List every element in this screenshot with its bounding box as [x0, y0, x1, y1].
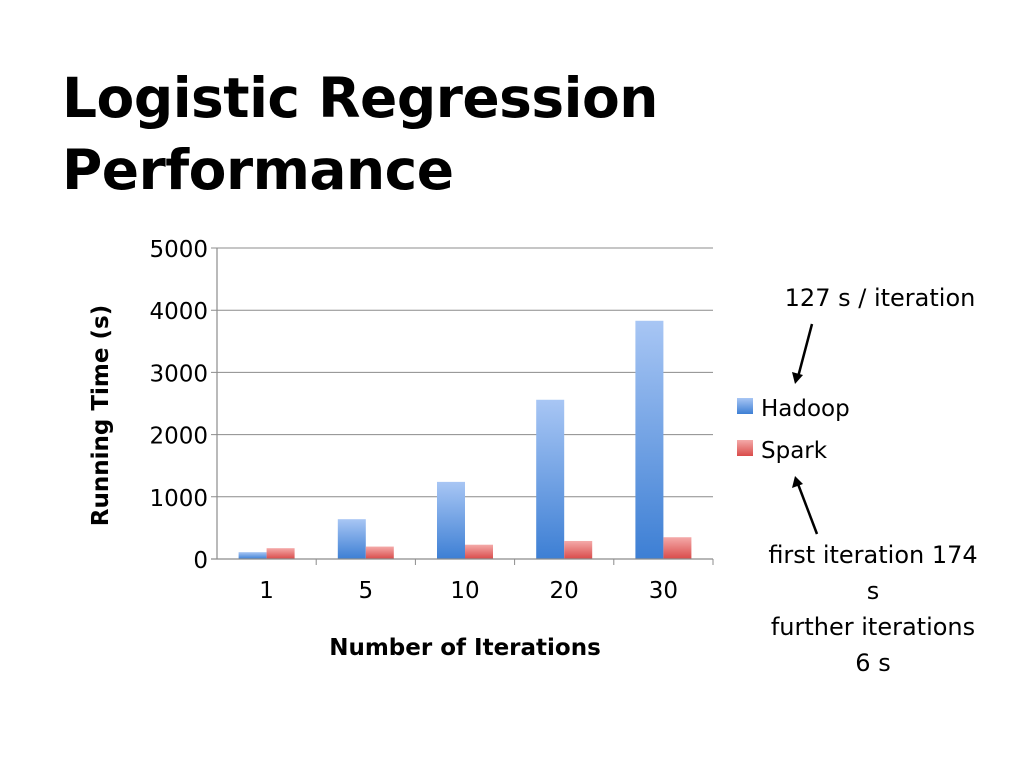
y-tick-label: 3000: [149, 361, 208, 387]
y-tick-label: 1000: [149, 486, 208, 512]
legend-label-spark: Spark: [761, 438, 828, 464]
x-tick-label: 30: [649, 578, 678, 604]
arrow-to-spark: [796, 483, 819, 535]
y-tick-label: 2000: [149, 424, 208, 450]
annotation-line: further iterations: [770, 613, 976, 641]
bar-hadoop: [337, 519, 366, 559]
x-tick-label: 10: [450, 578, 479, 604]
arrow-to-hadoop: [796, 323, 814, 378]
annotation-spark-iterations: first iteration 174 s further iterations…: [748, 537, 998, 681]
bar-spark: [465, 544, 493, 559]
y-tick-label: 0: [193, 548, 208, 574]
annotation-line: 6 s: [855, 649, 891, 677]
bar-spark: [266, 548, 295, 559]
arrowhead-icon: [792, 476, 803, 488]
x-axis-title: Number of Iterations: [329, 635, 601, 661]
bar-spark: [365, 546, 394, 559]
annotation-line: first iteration 174: [768, 541, 978, 569]
y-axis-title: Running Time (s): [88, 305, 114, 526]
x-tick-label: 1: [259, 578, 274, 604]
bar-hadoop: [238, 552, 267, 559]
bar-spark: [564, 540, 593, 559]
annotation-line: s: [866, 577, 880, 605]
bar-hadoop: [437, 481, 465, 559]
slide-title: Logistic Regression Performance: [62, 66, 658, 202]
legend-swatch-hadoop: [737, 398, 753, 414]
legend-swatch-spark: [737, 440, 753, 456]
annotation-per-iteration: 127 s / iteration: [784, 284, 976, 312]
y-tick-label: 5000: [149, 237, 208, 263]
bar-spark: [663, 537, 692, 559]
y-tick-label: 4000: [149, 299, 208, 325]
arrowhead-icon: [792, 372, 803, 384]
x-tick-label: 20: [550, 578, 579, 604]
legend-label-hadoop: Hadoop: [761, 396, 850, 422]
x-tick-label: 5: [358, 578, 373, 604]
bar-hadoop: [635, 320, 664, 559]
bar-hadoop: [536, 399, 565, 559]
